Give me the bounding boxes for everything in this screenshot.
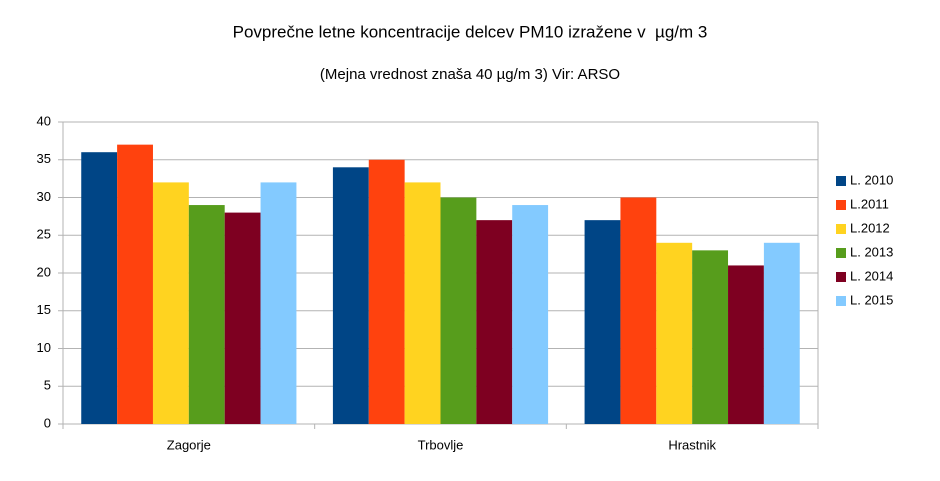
y-tick-label: 0 [44,415,51,430]
bar [656,242,693,424]
bar [224,212,261,424]
bar [404,182,441,424]
x-tick-label: Trbovlje [418,437,464,452]
x-tick-label: Hrastnik [668,437,716,452]
legend-label: L. 2015 [850,292,893,307]
bar [584,220,621,424]
bar [440,197,477,424]
y-tick-label: 30 [37,189,51,204]
bar [512,205,549,424]
legend-label: L.2011 [850,196,889,211]
bar [332,167,369,425]
y-tick-label: 15 [37,302,51,317]
bar [692,250,729,424]
legend-label: L. 2013 [850,244,893,259]
chart-subtitle: (Mejna vrednost znaša 40 µg/m 3) Vir: AR… [320,66,620,83]
bar [476,220,513,424]
legend-label: L. 2010 [850,172,893,187]
bar [81,152,118,424]
y-tick-label: 20 [37,264,51,279]
legend-swatch [836,248,846,258]
bar [728,265,764,424]
legend-swatch [836,224,846,234]
y-tick-label: 40 [37,113,51,128]
bar [117,144,153,424]
bar [620,197,657,424]
bar [260,182,297,424]
chart-title: Povprečne letne koncentracije delcev PM1… [233,22,708,41]
x-tick-label: Zagorje [167,437,211,452]
legend-swatch [836,296,846,306]
bar [152,182,189,424]
y-tick-label: 35 [37,151,51,166]
bar [763,242,800,424]
bar [368,159,405,424]
y-tick-label: 5 [44,378,51,393]
legend-swatch [836,272,846,282]
legend-swatch [836,200,846,210]
bar [188,205,225,424]
legend-label: L. 2014 [850,268,893,283]
legend-label: L.2012 [850,220,890,235]
legend-swatch [836,176,846,186]
y-tick-label: 10 [37,340,51,355]
y-tick-label: 25 [37,227,51,242]
